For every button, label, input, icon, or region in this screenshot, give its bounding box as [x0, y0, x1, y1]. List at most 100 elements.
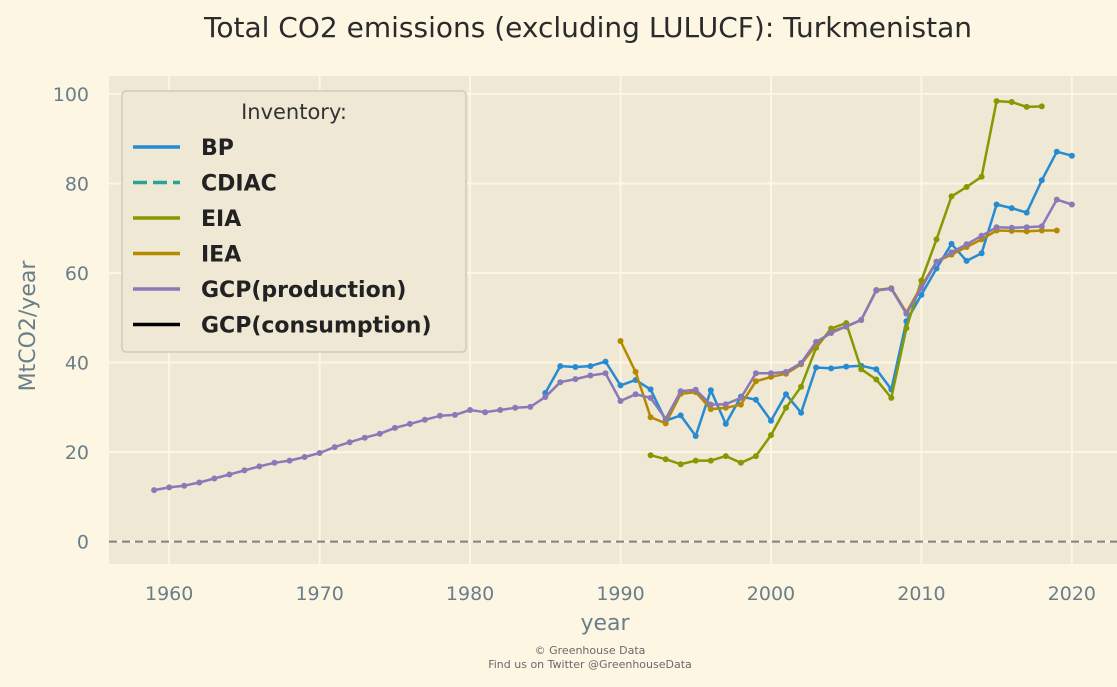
data-point [647, 452, 654, 459]
data-point [752, 453, 759, 460]
data-point [271, 459, 278, 466]
data-point [933, 258, 940, 265]
y-tick-label: 20 [65, 442, 89, 464]
chart-title: Total CO2 emissions (excluding LULUCF): … [203, 11, 972, 44]
data-point [662, 456, 669, 463]
legend-label: BP [201, 136, 234, 161]
x-tick-label: 1980 [446, 583, 494, 605]
data-point [527, 403, 534, 410]
data-point [888, 285, 895, 292]
data-point [813, 364, 820, 371]
data-point [722, 453, 729, 460]
data-point [978, 173, 985, 180]
data-point [647, 414, 654, 421]
data-point [933, 236, 940, 243]
data-point [843, 363, 850, 370]
series-bp [542, 148, 1075, 439]
data-point [602, 358, 609, 365]
legend-label: CDIAC [201, 172, 277, 197]
credit-line-1: © Greenhouse Data [535, 644, 646, 657]
data-point [858, 317, 865, 323]
data-point [978, 232, 985, 239]
data-point [346, 439, 353, 446]
data-point [1068, 152, 1075, 159]
data-point [707, 406, 714, 413]
data-point [677, 461, 684, 468]
data-point [873, 287, 880, 294]
data-point [768, 432, 774, 439]
data-point [196, 479, 203, 486]
data-point [993, 201, 1000, 208]
data-point [1053, 148, 1060, 155]
data-point [828, 365, 835, 372]
legend: Inventory: BP CDIAC EIA IEA GCP(production) G… [121, 90, 467, 353]
data-point [376, 430, 383, 437]
data-point [632, 368, 639, 375]
data-point [737, 459, 744, 466]
data-point [813, 338, 820, 345]
x-axis-label: year [580, 611, 630, 636]
data-point [798, 383, 805, 390]
x-tick-label: 2010 [897, 583, 945, 605]
data-point [482, 409, 489, 416]
data-point [542, 394, 549, 400]
data-point [933, 265, 940, 272]
x-tick-label: 2000 [747, 583, 795, 605]
data-point [722, 401, 729, 408]
y-tick-label: 60 [65, 263, 89, 285]
data-point [211, 475, 218, 482]
data-point [707, 457, 714, 464]
data-point [722, 420, 729, 427]
data-point [752, 370, 759, 377]
x-tick-label: 1970 [295, 583, 343, 605]
data-point [903, 310, 910, 317]
data-point [331, 444, 338, 451]
data-point [918, 291, 925, 298]
data-point [768, 417, 774, 424]
data-point [301, 454, 308, 460]
legend-label: GCP(consumption) [201, 314, 432, 339]
data-point [948, 240, 955, 247]
y-tick-label: 40 [65, 353, 89, 375]
data-point [768, 370, 774, 377]
data-point [858, 366, 865, 373]
data-point [1023, 103, 1030, 110]
data-point [662, 415, 669, 422]
data-point [707, 401, 714, 408]
data-point [692, 457, 699, 464]
legend-entries: BP CDIAC EIA IEA GCP(production) GCP(consumpt… [133, 136, 432, 339]
data-point [783, 391, 789, 398]
data-point [497, 407, 504, 413]
series-layer [151, 98, 1075, 494]
data-point [647, 386, 654, 393]
data-point [632, 391, 639, 398]
data-point [617, 338, 624, 344]
data-point [1008, 224, 1015, 231]
legend-box [121, 90, 467, 353]
data-point [888, 394, 895, 401]
data-point [677, 412, 684, 419]
data-point [993, 224, 1000, 231]
credit-line-2: Find us on Twitter @GreenhouseData [488, 658, 692, 671]
data-point [151, 487, 158, 494]
x-tick-label: 1960 [145, 583, 193, 605]
data-point [1038, 223, 1045, 230]
data-point [602, 370, 609, 377]
data-point [452, 411, 458, 418]
data-point [692, 433, 699, 439]
data-point [316, 450, 323, 456]
data-point [752, 378, 759, 385]
data-point [1023, 228, 1030, 235]
y-tick-label: 100 [53, 84, 89, 106]
data-point [421, 416, 428, 423]
data-point [617, 398, 624, 404]
data-point [241, 467, 248, 474]
data-point [1068, 201, 1075, 208]
data-point [918, 285, 925, 292]
data-point [948, 193, 955, 200]
data-point [963, 184, 970, 190]
data-point [1038, 103, 1045, 110]
data-point [1038, 177, 1045, 184]
legend-label: GCP(production) [201, 278, 406, 303]
